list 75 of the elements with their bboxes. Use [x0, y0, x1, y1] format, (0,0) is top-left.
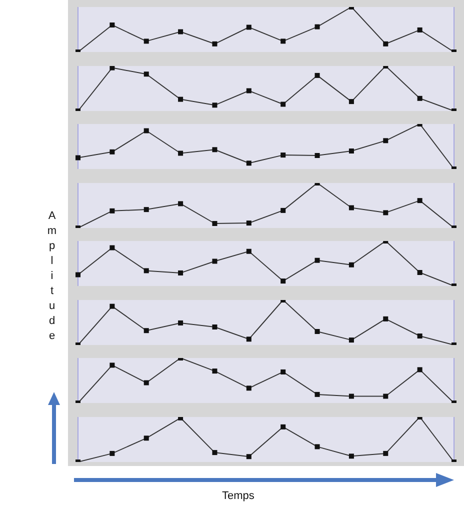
point	[144, 128, 149, 134]
point	[110, 149, 115, 154]
point	[144, 380, 149, 386]
point	[246, 248, 252, 254]
point	[144, 71, 149, 76]
point	[383, 138, 388, 144]
point	[212, 147, 218, 152]
point	[246, 88, 252, 93]
point	[246, 454, 252, 459]
point	[110, 245, 115, 250]
point	[212, 258, 218, 264]
point	[144, 435, 149, 440]
point	[417, 333, 422, 338]
point	[178, 320, 184, 325]
point	[314, 392, 320, 397]
point	[348, 262, 354, 268]
point	[212, 324, 218, 329]
point	[314, 153, 320, 158]
point	[314, 328, 320, 334]
point	[383, 394, 388, 399]
point	[280, 278, 286, 284]
point	[314, 24, 320, 30]
point	[383, 210, 388, 215]
point	[178, 96, 184, 102]
point	[383, 41, 388, 46]
point	[212, 450, 218, 455]
point	[110, 22, 115, 28]
y-axis-title: Amplitude	[46, 210, 58, 345]
x-axis-title: Temps	[222, 490, 254, 502]
point	[144, 206, 149, 212]
point	[280, 152, 286, 158]
point	[280, 424, 286, 429]
point	[144, 268, 149, 274]
point	[212, 41, 218, 46]
point	[178, 200, 184, 206]
point	[314, 258, 320, 263]
point	[212, 368, 218, 374]
point	[348, 98, 354, 104]
point	[246, 160, 252, 166]
point	[417, 27, 422, 32]
point	[144, 328, 149, 333]
point	[314, 72, 320, 78]
point	[383, 316, 388, 321]
point	[110, 362, 115, 368]
point	[246, 386, 252, 391]
point	[417, 367, 422, 372]
point	[280, 369, 286, 374]
point	[348, 148, 354, 154]
point	[246, 336, 252, 342]
point	[280, 38, 286, 44]
point	[417, 198, 422, 203]
point	[348, 453, 354, 458]
point	[76, 272, 80, 278]
point	[110, 66, 115, 70]
point	[246, 220, 252, 226]
point	[212, 220, 218, 226]
point	[178, 150, 184, 156]
point	[110, 208, 115, 213]
point	[280, 207, 286, 212]
point	[76, 155, 80, 160]
point	[246, 24, 252, 30]
point	[212, 102, 218, 108]
point	[178, 29, 184, 34]
point	[280, 101, 286, 106]
point	[144, 38, 149, 44]
point	[417, 95, 422, 100]
point	[383, 450, 388, 456]
point	[417, 270, 422, 275]
point	[348, 394, 354, 399]
point	[314, 444, 320, 449]
point	[178, 270, 184, 276]
point	[348, 337, 354, 342]
point	[110, 450, 115, 456]
point	[110, 303, 115, 308]
point	[348, 204, 354, 210]
